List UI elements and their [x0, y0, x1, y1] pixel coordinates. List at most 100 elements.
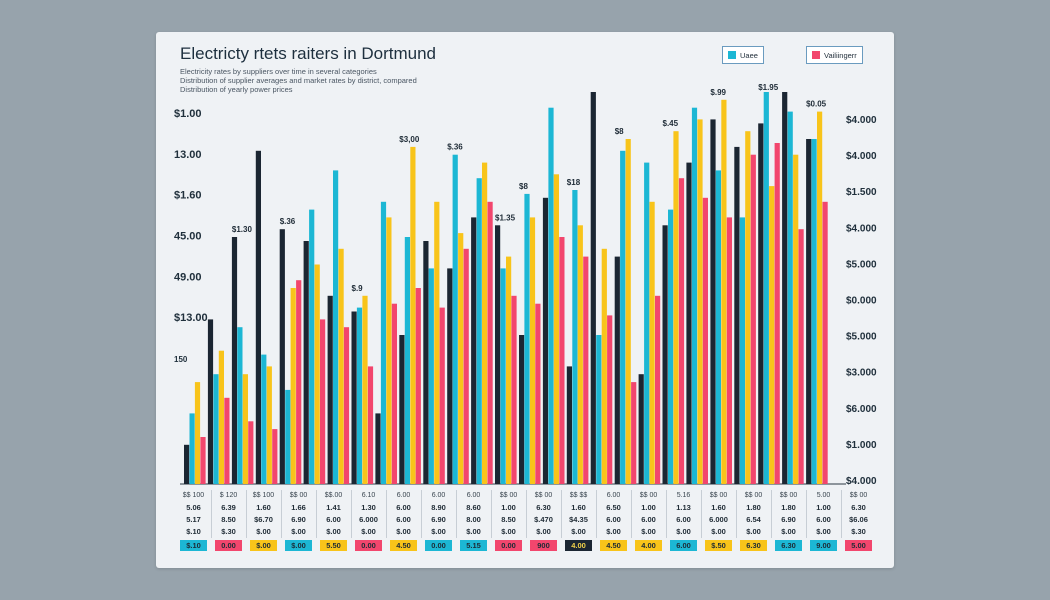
bar-black[interactable] [279, 229, 285, 484]
bar-black[interactable] [710, 119, 716, 485]
bar-pink[interactable] [272, 429, 278, 484]
bar-black[interactable] [542, 197, 549, 485]
bar-yellow[interactable] [649, 201, 655, 485]
bar-pink[interactable] [343, 327, 350, 484]
bar-yellow[interactable] [817, 111, 823, 484]
bar-teal[interactable] [261, 354, 267, 484]
bar-yellow[interactable] [290, 288, 296, 484]
bar-black[interactable] [782, 92, 788, 484]
bar-pink[interactable] [702, 197, 708, 485]
bar-pink[interactable] [750, 154, 756, 484]
bar-pink[interactable] [631, 382, 637, 484]
bar-black[interactable] [327, 295, 333, 484]
bar-yellow[interactable] [410, 146, 416, 484]
bar-yellow[interactable] [625, 139, 631, 484]
bar-black[interactable] [447, 268, 453, 484]
bar-pink[interactable] [367, 366, 374, 484]
bar-black[interactable] [471, 217, 477, 484]
legend-item-pink[interactable]: Vailiingerr [806, 46, 863, 64]
bar-black[interactable] [519, 335, 525, 484]
bar-black[interactable] [303, 241, 309, 484]
bar-black[interactable] [566, 366, 572, 484]
bar-pink[interactable] [224, 397, 230, 484]
bar-pink[interactable] [296, 280, 302, 484]
bar-yellow[interactable] [697, 119, 703, 485]
bar-black[interactable] [614, 256, 620, 484]
bar-black[interactable] [806, 139, 812, 484]
bar-teal[interactable] [452, 154, 458, 484]
bar-yellow[interactable] [362, 295, 368, 484]
bar-teal[interactable] [763, 92, 769, 484]
bar-yellow[interactable] [793, 154, 799, 484]
bar-teal[interactable] [787, 111, 793, 484]
bar-pink[interactable] [535, 303, 541, 484]
bar-yellow[interactable] [601, 248, 607, 484]
bar-yellow[interactable] [194, 382, 201, 484]
bar-teal[interactable] [476, 178, 482, 484]
bar-pink[interactable] [798, 229, 804, 484]
bar-black[interactable] [255, 150, 261, 485]
bar-pink[interactable] [774, 143, 780, 484]
bar-teal[interactable] [428, 268, 434, 484]
bar-yellow[interactable] [769, 186, 775, 484]
bar-black[interactable] [184, 444, 190, 484]
bar-black[interactable] [351, 311, 357, 485]
bar-pink[interactable] [583, 256, 589, 484]
bar-teal[interactable] [237, 327, 243, 484]
bar-pink[interactable] [320, 319, 326, 484]
bar-yellow[interactable] [721, 99, 727, 485]
bar-pink[interactable] [678, 178, 685, 484]
bar-teal[interactable] [356, 307, 363, 484]
bar-pink[interactable] [415, 288, 421, 484]
bar-black[interactable] [686, 162, 692, 484]
bar-pink[interactable] [607, 315, 613, 484]
bar-yellow[interactable] [553, 174, 559, 485]
bar-teal[interactable] [572, 190, 578, 484]
bar-pink[interactable] [391, 303, 397, 484]
bar-black[interactable] [638, 374, 644, 484]
bar-black[interactable] [734, 146, 740, 484]
bar-teal[interactable] [715, 170, 721, 484]
bar-black[interactable] [399, 335, 405, 484]
bar-teal[interactable] [189, 413, 195, 484]
bar-teal[interactable] [739, 217, 745, 484]
bar-pink[interactable] [511, 295, 517, 484]
bar-teal[interactable] [333, 170, 339, 484]
bar-teal[interactable] [620, 150, 626, 485]
bar-teal[interactable] [500, 268, 506, 484]
bar-yellow[interactable] [673, 131, 679, 484]
bar-black[interactable] [495, 225, 501, 485]
bar-teal[interactable] [309, 209, 315, 484]
bar-black[interactable] [662, 225, 668, 485]
bar-teal[interactable] [596, 335, 602, 484]
bar-teal[interactable] [380, 201, 387, 485]
bar-teal[interactable] [644, 162, 650, 484]
bar-black[interactable] [423, 241, 429, 484]
bar-black[interactable] [758, 123, 764, 485]
bar-teal[interactable] [524, 193, 530, 484]
bar-teal[interactable] [691, 107, 698, 484]
bar-pink[interactable] [487, 201, 493, 485]
bar-yellow[interactable] [434, 201, 440, 485]
bar-teal[interactable] [285, 389, 291, 484]
bar-yellow[interactable] [529, 217, 536, 484]
bar-pink[interactable] [655, 295, 661, 484]
bar-pink[interactable] [439, 307, 445, 484]
bar-pink[interactable] [248, 421, 254, 484]
bar-yellow[interactable] [458, 233, 464, 484]
bar-pink[interactable] [463, 248, 469, 484]
bar-pink[interactable] [200, 437, 206, 484]
bar-yellow[interactable] [482, 162, 488, 484]
bar-black[interactable] [375, 413, 381, 484]
bar-black[interactable] [207, 319, 214, 484]
bar-teal[interactable] [668, 209, 674, 484]
bar-yellow[interactable] [266, 366, 272, 484]
bar-pink[interactable] [559, 237, 565, 484]
bar-yellow[interactable] [386, 217, 392, 484]
bar-yellow[interactable] [242, 374, 248, 484]
bar-yellow[interactable] [314, 264, 320, 485]
bar-pink[interactable] [726, 217, 732, 484]
bar-yellow[interactable] [218, 350, 224, 484]
bar-pink[interactable] [822, 201, 828, 485]
bar-yellow[interactable] [745, 131, 751, 484]
